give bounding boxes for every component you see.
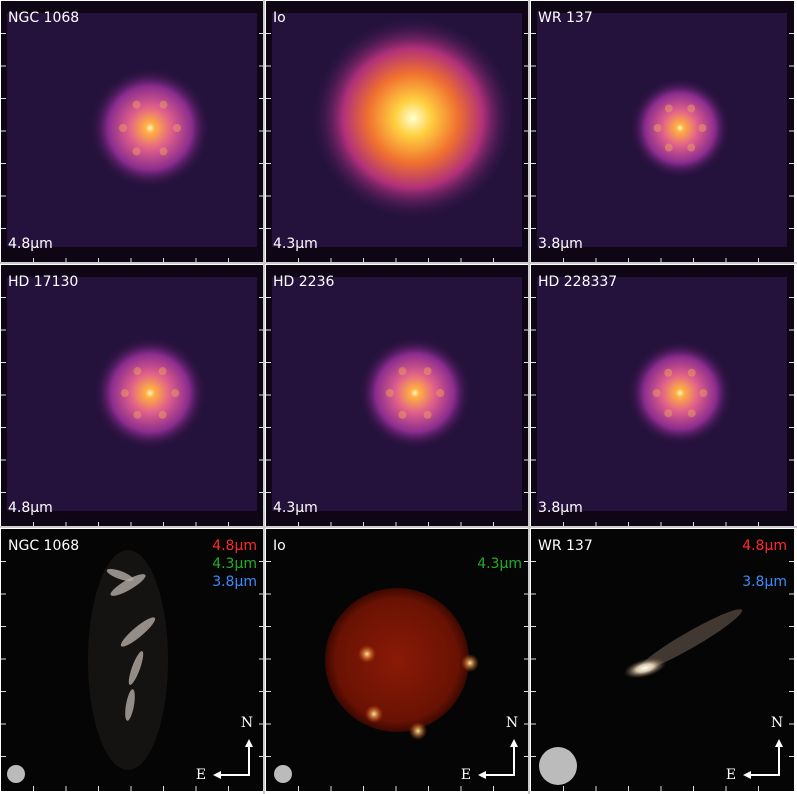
speckle bbox=[423, 410, 432, 419]
speckle bbox=[171, 389, 180, 397]
speckle bbox=[687, 409, 696, 418]
speckle bbox=[687, 104, 696, 113]
hotspot bbox=[358, 645, 376, 663]
panel-bg bbox=[1, 529, 264, 791]
speckle bbox=[664, 368, 673, 377]
speckle bbox=[385, 389, 394, 397]
speckle bbox=[159, 100, 168, 109]
speckle bbox=[664, 409, 673, 418]
jet-structure bbox=[110, 574, 146, 596]
speckle bbox=[653, 124, 662, 132]
speckle bbox=[159, 147, 168, 156]
arrowhead bbox=[478, 739, 518, 779]
wavelength-label: 4.3µm bbox=[273, 500, 318, 516]
speckle bbox=[120, 389, 129, 397]
compass-arrows bbox=[217, 743, 250, 776]
compass-arrows bbox=[482, 743, 515, 776]
speckle bbox=[423, 367, 432, 376]
speckle bbox=[698, 124, 707, 132]
jet-structure bbox=[128, 651, 144, 685]
speckle bbox=[132, 147, 141, 156]
wavelength-label: 4.3µm bbox=[273, 236, 318, 252]
speckle bbox=[687, 368, 696, 377]
source-image bbox=[313, 18, 513, 218]
arrowhead bbox=[743, 739, 783, 779]
source-image bbox=[90, 68, 210, 188]
beam bbox=[539, 747, 577, 785]
source-image bbox=[94, 337, 206, 449]
hotspot bbox=[365, 705, 383, 723]
panel-title: HD 228337 bbox=[538, 274, 617, 290]
compass-east: E bbox=[461, 767, 471, 783]
speckle bbox=[133, 410, 142, 419]
speckle bbox=[664, 104, 673, 113]
panel-title: NGC 1068 bbox=[8, 538, 79, 554]
band-label: 4.3µm bbox=[212, 556, 257, 572]
speckle bbox=[173, 124, 181, 132]
band-label: 4.3µm bbox=[477, 556, 522, 572]
compass-east: E bbox=[196, 767, 206, 783]
source-image bbox=[628, 341, 732, 445]
speckle bbox=[687, 143, 696, 152]
compass-east: E bbox=[726, 767, 736, 783]
source-image bbox=[359, 337, 471, 449]
speckle bbox=[132, 100, 141, 109]
source-image bbox=[630, 78, 730, 178]
speckle bbox=[652, 389, 661, 397]
speckle bbox=[158, 410, 167, 419]
panel-title: WR 137 bbox=[538, 538, 593, 554]
band-label: 3.8µm bbox=[212, 574, 257, 590]
io-disk bbox=[325, 588, 469, 732]
band-label: 4.8µm bbox=[212, 538, 257, 554]
speckle bbox=[398, 410, 407, 419]
panel-title: NGC 1068 bbox=[8, 10, 79, 26]
wavelength-label: 3.8µm bbox=[538, 236, 583, 252]
wavelength-label: 4.8µm bbox=[8, 500, 53, 516]
arrowhead bbox=[213, 739, 253, 779]
speckle bbox=[699, 389, 708, 397]
beam bbox=[274, 765, 292, 783]
dust-tail bbox=[637, 609, 743, 671]
compass-arrows bbox=[747, 743, 780, 776]
beam bbox=[7, 765, 25, 783]
jet-structure bbox=[106, 568, 134, 582]
panel-title: Io bbox=[273, 10, 286, 26]
band-label: 3.8µm bbox=[742, 574, 787, 590]
wavelength-label: 3.8µm bbox=[538, 500, 583, 516]
jet-structure bbox=[120, 617, 156, 647]
panel-title: HD 2236 bbox=[273, 274, 334, 290]
panel-title: HD 17130 bbox=[8, 274, 78, 290]
wr-core bbox=[623, 657, 667, 679]
compass-north: N bbox=[771, 715, 783, 731]
compass-north: N bbox=[241, 715, 253, 731]
panel-title: Io bbox=[273, 538, 286, 554]
compass-north: N bbox=[506, 715, 518, 731]
panel-title: WR 137 bbox=[538, 10, 593, 26]
hotspot bbox=[409, 722, 427, 740]
speckle bbox=[158, 367, 167, 376]
speckle bbox=[119, 124, 127, 132]
speckle bbox=[664, 143, 673, 152]
hotspot bbox=[461, 654, 479, 672]
speckle bbox=[436, 389, 445, 397]
speckle bbox=[398, 367, 407, 376]
glow bbox=[88, 550, 168, 770]
band-label: 4.8µm bbox=[742, 538, 787, 554]
wavelength-label: 4.8µm bbox=[8, 236, 53, 252]
jet-structure bbox=[125, 689, 135, 721]
speckle bbox=[133, 367, 142, 376]
